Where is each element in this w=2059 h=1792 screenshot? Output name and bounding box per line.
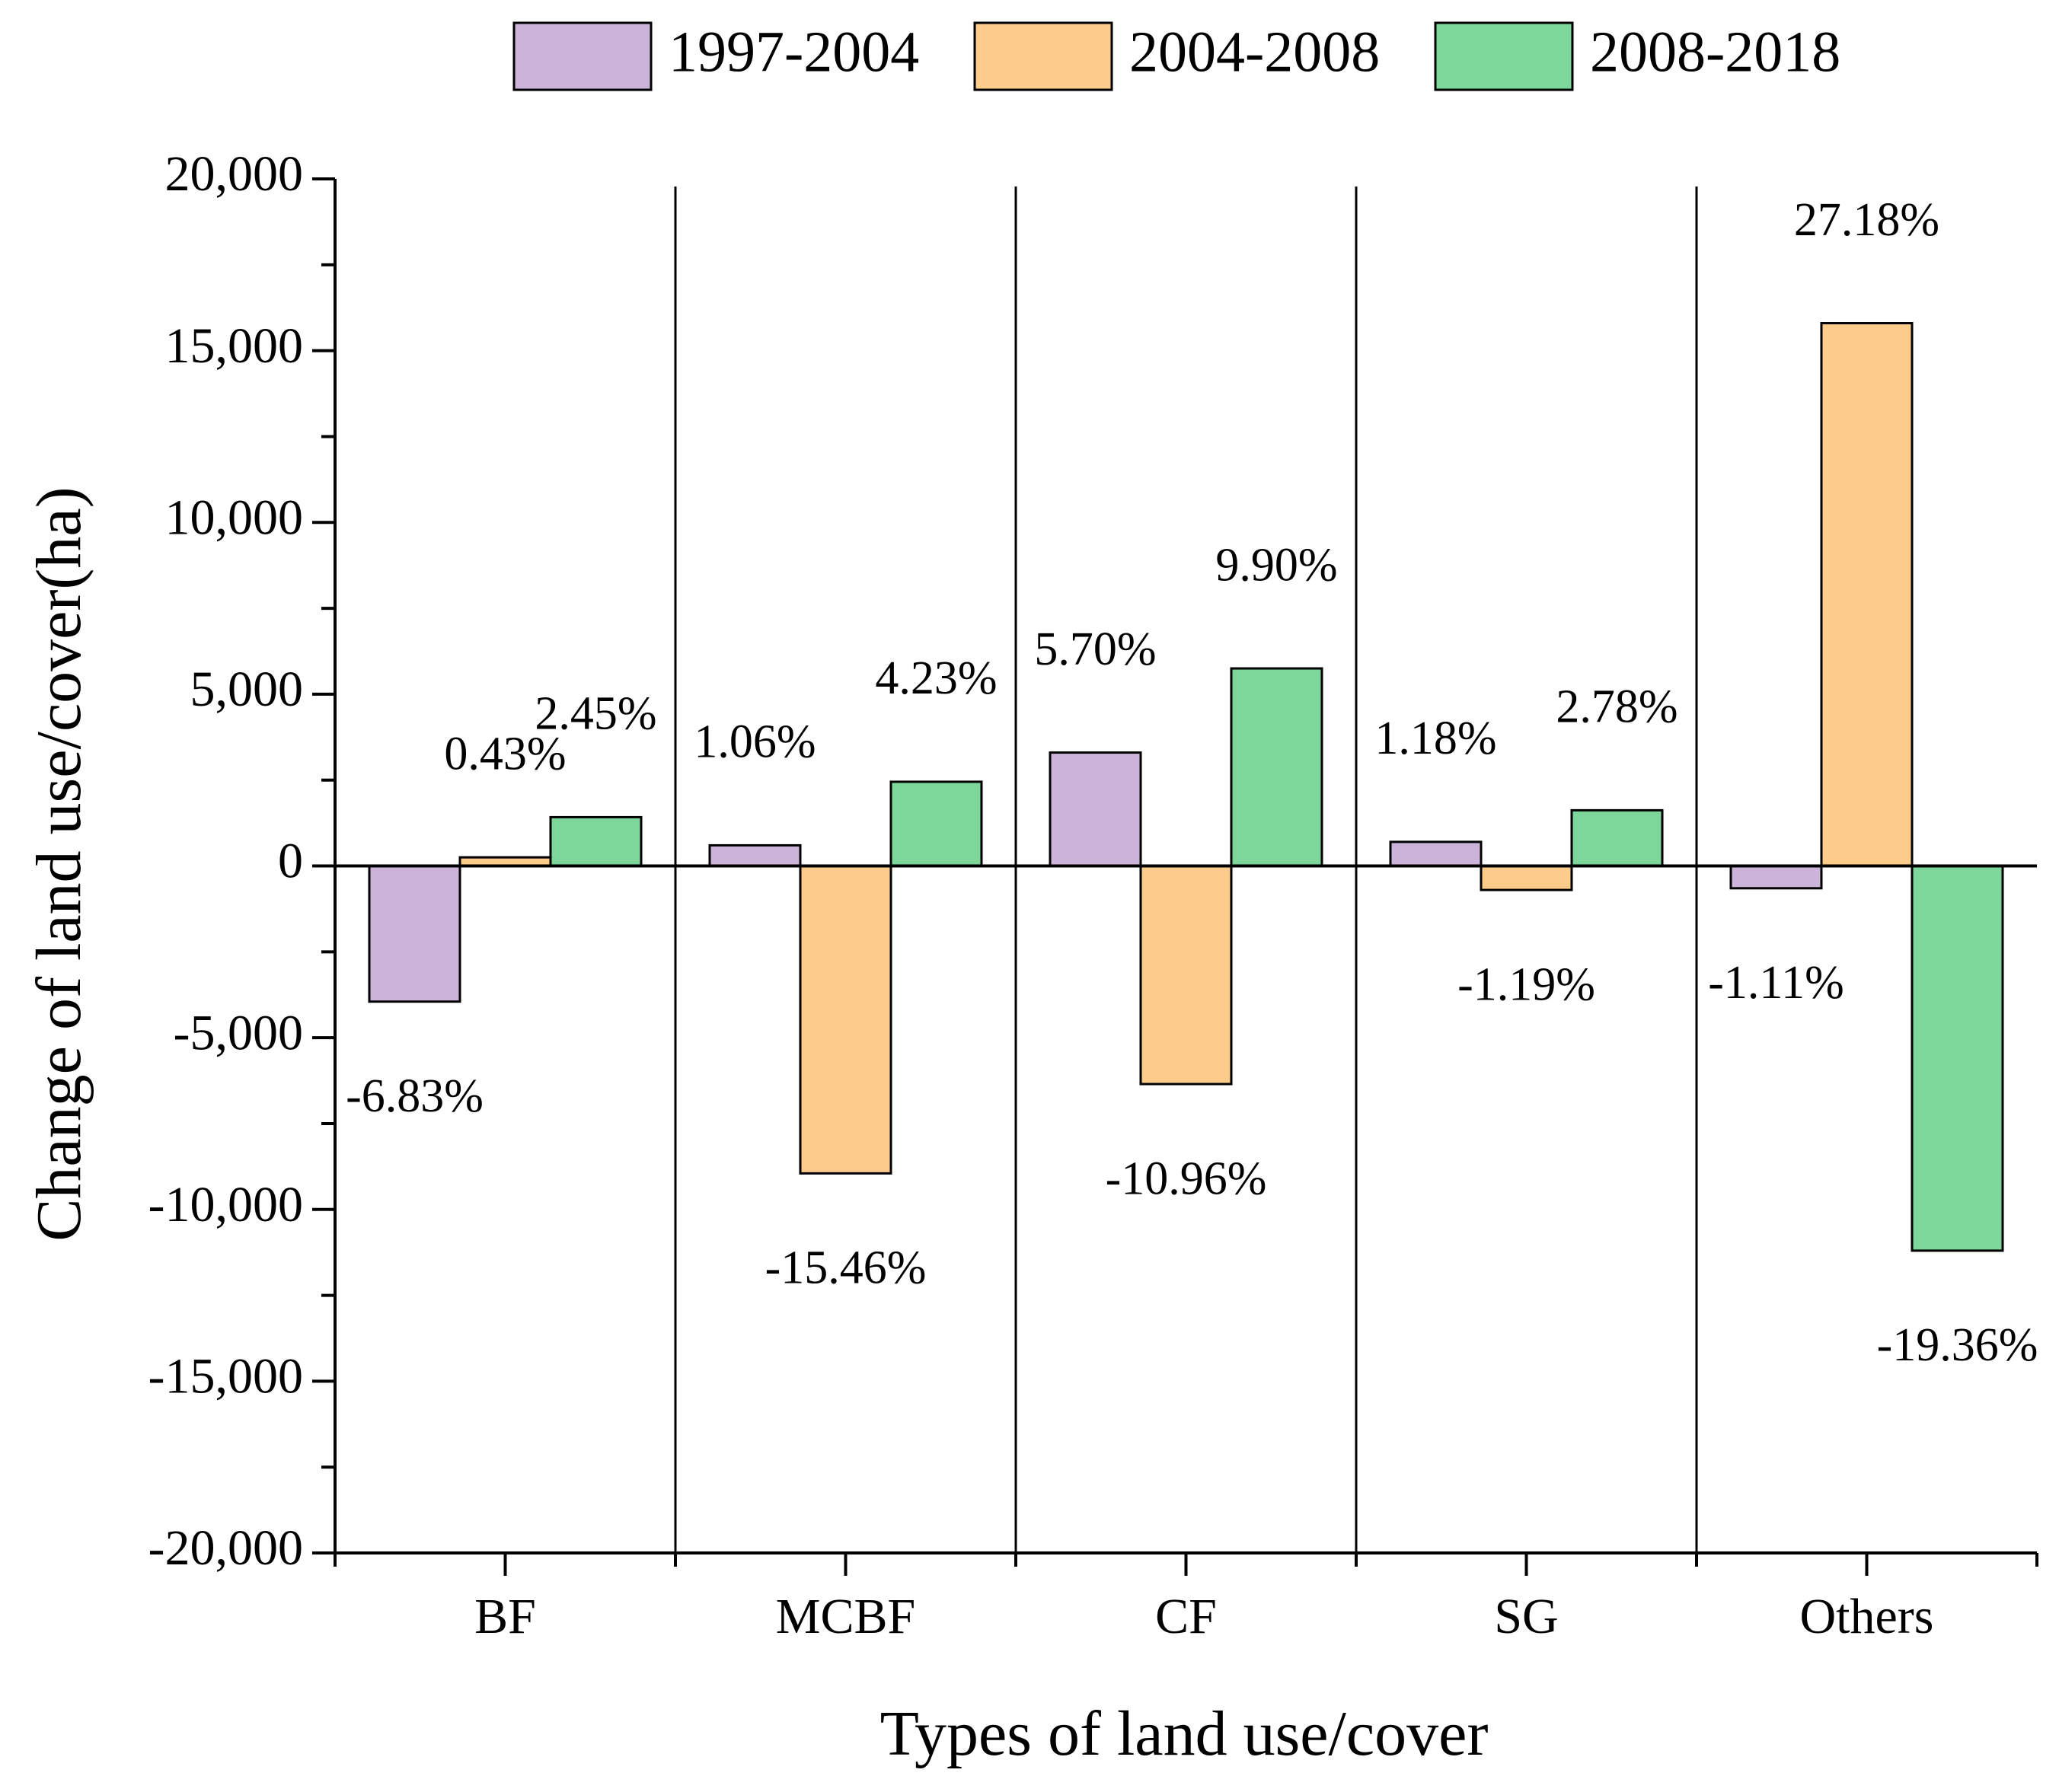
bar-value-label: 5.70% — [1034, 623, 1156, 675]
legend-swatch — [1434, 21, 1574, 91]
y-tick-label: 10,000 — [165, 489, 304, 545]
legend-label: 1997-2004 — [669, 20, 919, 84]
bar-value-label: 1.06% — [694, 716, 816, 768]
y-axis-title: Change of land use/cover(ha) — [24, 486, 94, 1241]
x-tick-label: CF — [1155, 1589, 1217, 1644]
bar-sg-2004-2008 — [1480, 865, 1573, 891]
bar-value-label: -19.36% — [1877, 1319, 2038, 1371]
bar-value-label: -10.96% — [1106, 1153, 1267, 1204]
y-tick-label: 15,000 — [165, 318, 304, 374]
bar-value-label: -15.46% — [765, 1242, 927, 1294]
y-tick-label: -5,000 — [174, 1005, 303, 1060]
bar-others-2004-2008 — [1820, 322, 1914, 867]
bar-cf-1997-2004 — [1049, 751, 1142, 868]
bar-value-label: 2.45% — [535, 688, 656, 740]
legend: 1997-2004 2004-2008 2008-2018 — [512, 20, 1840, 91]
bar-mcbf-1997-2004 — [708, 843, 802, 868]
bar-others-1997-2004 — [1729, 865, 1823, 890]
bar-value-label: -6.83% — [346, 1070, 484, 1122]
legend-swatch — [512, 21, 653, 91]
bar-value-label: -1.19% — [1457, 958, 1595, 1010]
bar-sg-2008-2018 — [1570, 808, 1664, 867]
y-tick-label: -10,000 — [148, 1177, 303, 1232]
axes: 20,000 15,000 10,000 5,000 0 -5,000 -10,000 -15… — [148, 146, 2038, 1644]
bar-bf-1997-2004 — [368, 865, 461, 1003]
bar-mcbf-2004-2008 — [799, 865, 892, 1175]
x-tick-label: BF — [474, 1589, 536, 1644]
bar-value-label: 0.43% — [444, 728, 566, 780]
x-tick-label: SG — [1494, 1589, 1558, 1644]
bar-value-label: 4.23% — [875, 652, 997, 704]
bar-value-label: 27.18% — [1794, 194, 1939, 246]
bar-sg-1997-2004 — [1389, 840, 1483, 867]
bar-cf-2008-2018 — [1230, 667, 1323, 867]
bar-value-label: 2.78% — [1556, 681, 1678, 733]
y-tick-label: 0 — [278, 834, 303, 889]
legend-label: 2008-2018 — [1590, 20, 1840, 84]
bar-value-label: -1.11% — [1708, 957, 1844, 1009]
y-tick-label: -15,000 — [148, 1349, 303, 1405]
y-tick-label: 20,000 — [165, 146, 304, 202]
y-tick-label: -20,000 — [148, 1520, 303, 1576]
bars — [368, 322, 2004, 1252]
bar-labels: -6.83% 1.06% 5.70% 1.18% -1.11% 0.43% -15.46% -… — [346, 194, 2038, 1371]
category-separators — [674, 187, 1698, 1553]
x-axis-title: Types of land use/cover — [880, 1698, 1489, 1769]
bar-mcbf-2008-2018 — [889, 780, 983, 867]
x-tick-label: Others — [1800, 1589, 1934, 1644]
bar-bf-2008-2018 — [549, 815, 643, 867]
legend-swatch — [973, 21, 1113, 91]
bar-cf-2004-2008 — [1139, 865, 1233, 1086]
bar-value-label: 9.90% — [1215, 539, 1337, 591]
legend-label: 2004-2008 — [1129, 20, 1380, 84]
bar-others-2008-2018 — [1911, 865, 2004, 1252]
y-tick-label: 5,000 — [190, 662, 304, 717]
x-tick-label: MCBF — [776, 1589, 915, 1644]
bar-value-label: 1.18% — [1374, 713, 1496, 764]
